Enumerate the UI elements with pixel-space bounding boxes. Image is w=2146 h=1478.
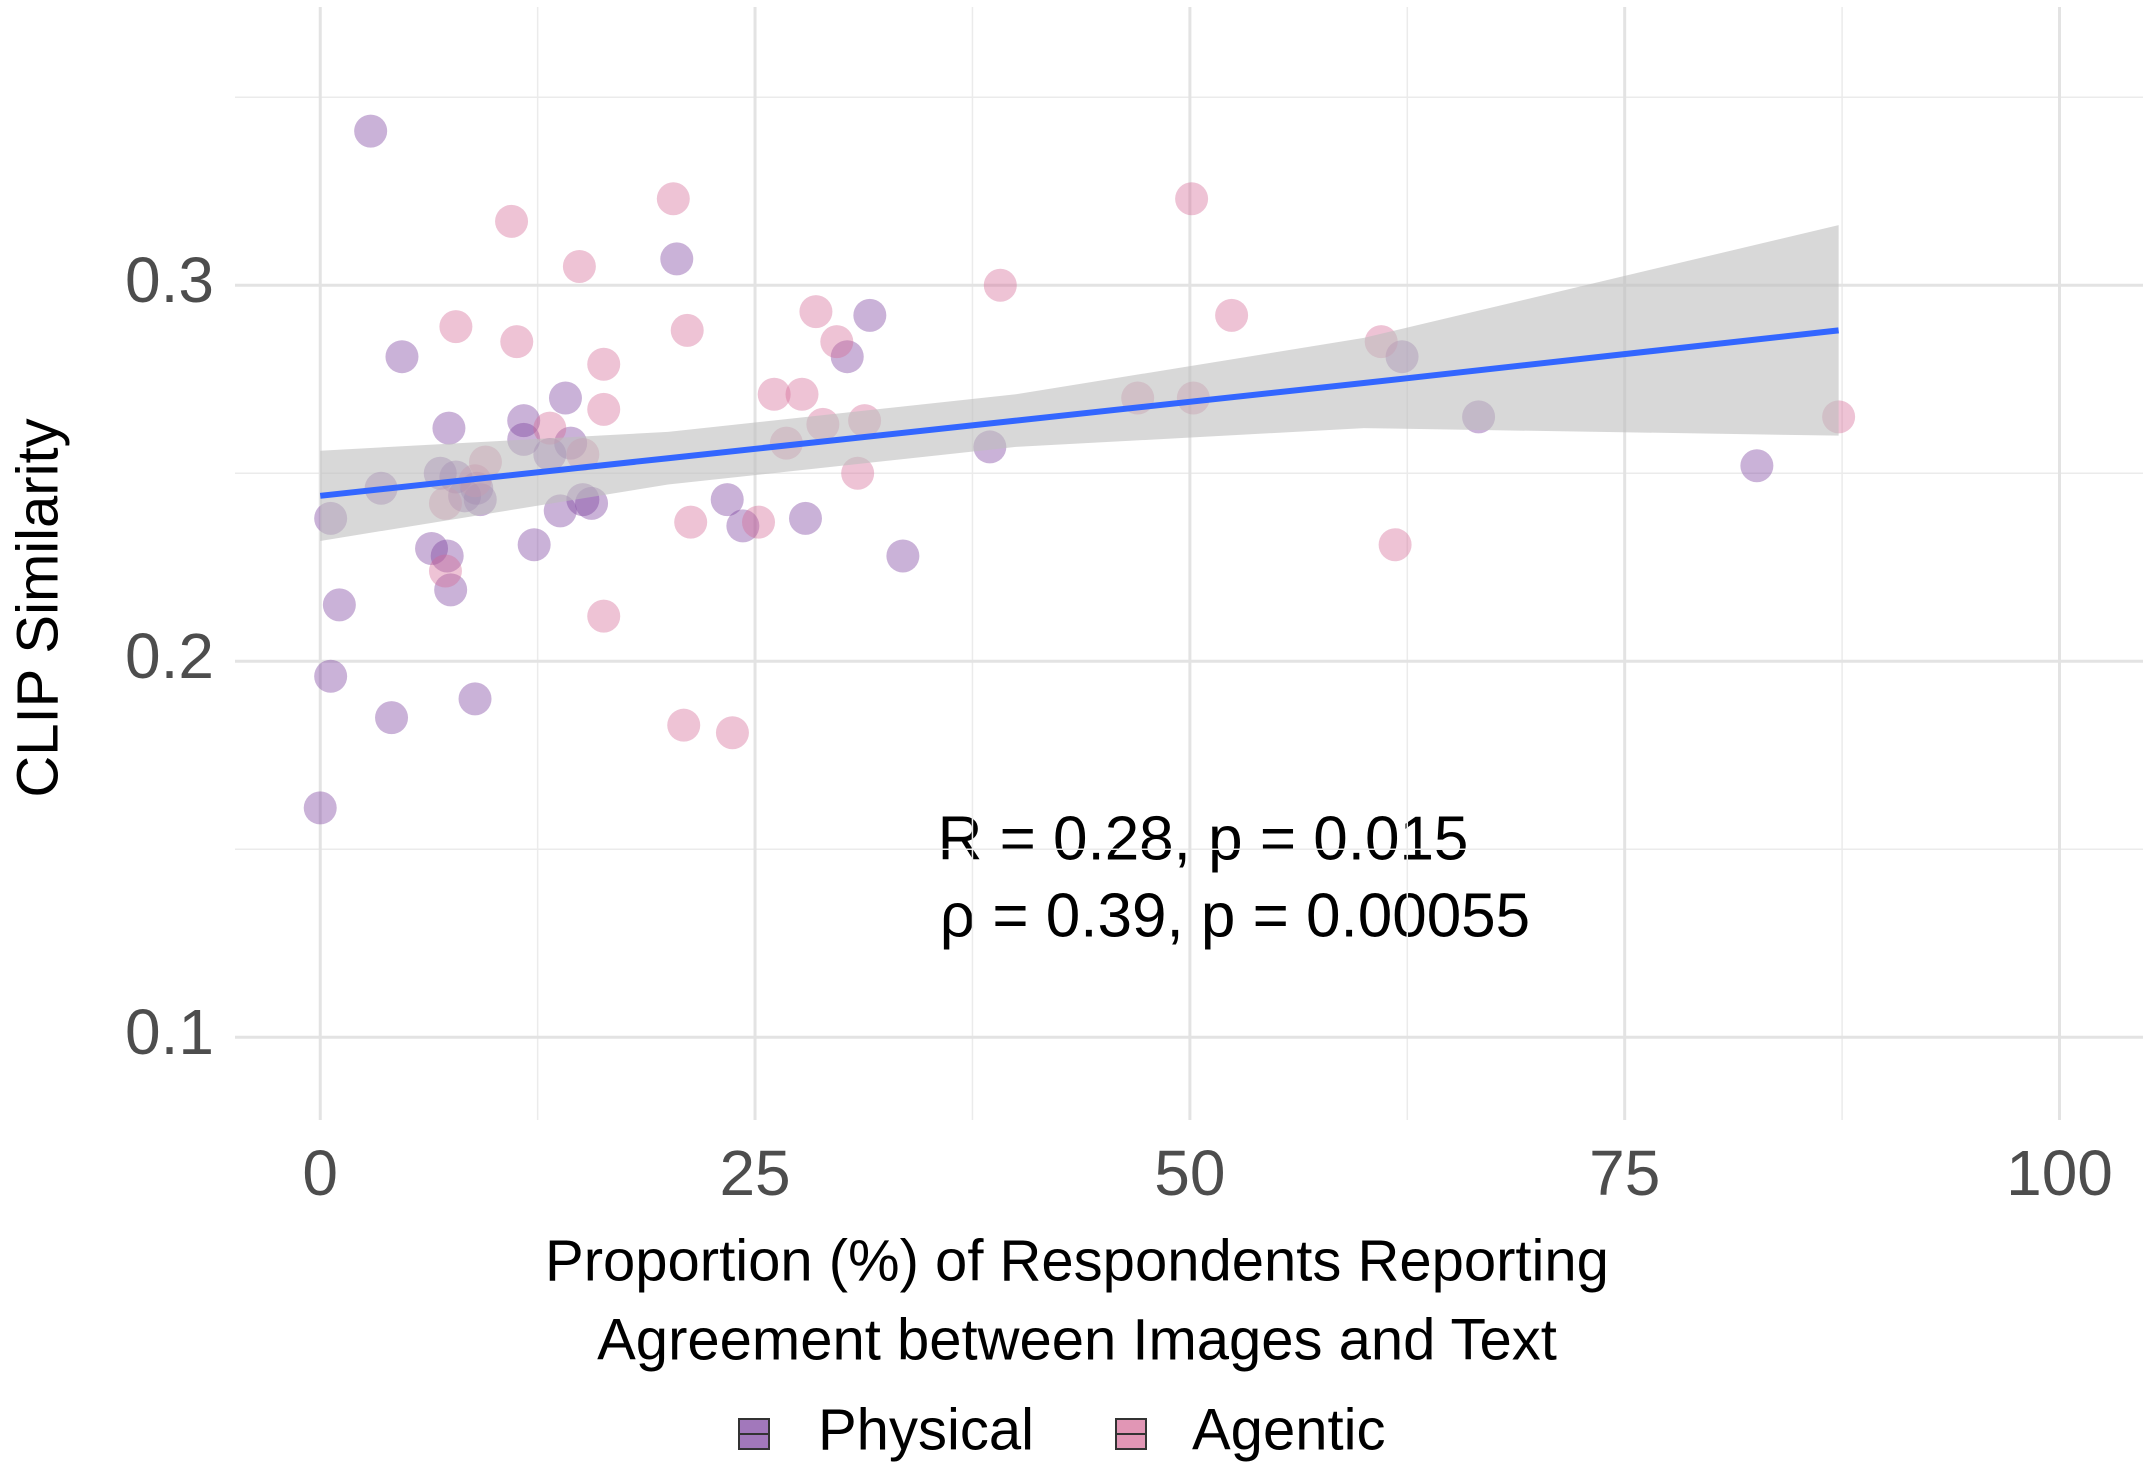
point: [660, 242, 694, 276]
point: [799, 295, 833, 329]
point: [587, 392, 621, 426]
point: [788, 501, 822, 535]
point: [785, 377, 819, 411]
point: [726, 509, 760, 543]
fit-line: [319, 327, 1839, 499]
point: [430, 539, 464, 573]
point: [674, 505, 708, 539]
point: [830, 340, 864, 374]
point: [517, 528, 551, 562]
point: [354, 114, 388, 148]
y-tick-label: 0.3: [125, 244, 214, 316]
point: [495, 204, 529, 238]
point: [548, 381, 582, 415]
point: [562, 249, 596, 283]
point: [1378, 528, 1412, 562]
point: [886, 539, 920, 573]
y-tick-label: 0.2: [125, 620, 214, 692]
point: [507, 404, 541, 438]
x-tick-label: 0: [302, 1137, 338, 1209]
point: [710, 483, 744, 517]
point: [853, 298, 887, 332]
x-tick-label: 75: [1589, 1137, 1660, 1209]
point: [715, 716, 749, 750]
x-tick-label: 25: [719, 1137, 790, 1209]
annotation: R = 0.28, p = 0.015: [938, 804, 1469, 873]
point: [500, 325, 534, 359]
y-tick-label: 0.1: [125, 996, 214, 1068]
x-axis-title: Agreement between Images and Text: [597, 1307, 1557, 1372]
point: [375, 701, 409, 735]
point: [820, 325, 854, 359]
x-tick-label: 50: [1154, 1137, 1225, 1209]
confidence-band: [320, 225, 1839, 541]
point: [587, 347, 621, 381]
x-axis-title: Proportion (%) of Respondents Reporting: [545, 1228, 1609, 1293]
point: [385, 340, 419, 374]
point: [415, 531, 449, 565]
x-tick-label: 100: [2006, 1137, 2113, 1209]
point: [667, 708, 701, 742]
point: [314, 659, 348, 693]
point: [757, 377, 791, 411]
point: [841, 456, 875, 490]
point: [432, 411, 466, 445]
point: [458, 682, 492, 716]
plot-layer: [235, 7, 2143, 1120]
point: [434, 573, 468, 607]
point: [1215, 298, 1249, 332]
y-axis-title: CLIP Similarity: [5, 418, 70, 797]
point: [1740, 449, 1774, 483]
legend-label: Physical: [818, 1397, 1034, 1462]
point: [428, 554, 462, 588]
point: [983, 268, 1017, 302]
point: [656, 182, 690, 216]
point: [670, 313, 704, 347]
point: [742, 505, 776, 539]
point: [533, 411, 567, 445]
point: [439, 310, 473, 344]
point: [303, 791, 337, 825]
point: [1175, 182, 1209, 216]
annotation: ρ = 0.39, p = 0.00055: [940, 881, 1530, 950]
legend-label: Agentic: [1192, 1397, 1385, 1462]
point: [587, 599, 621, 633]
point: [322, 588, 356, 622]
